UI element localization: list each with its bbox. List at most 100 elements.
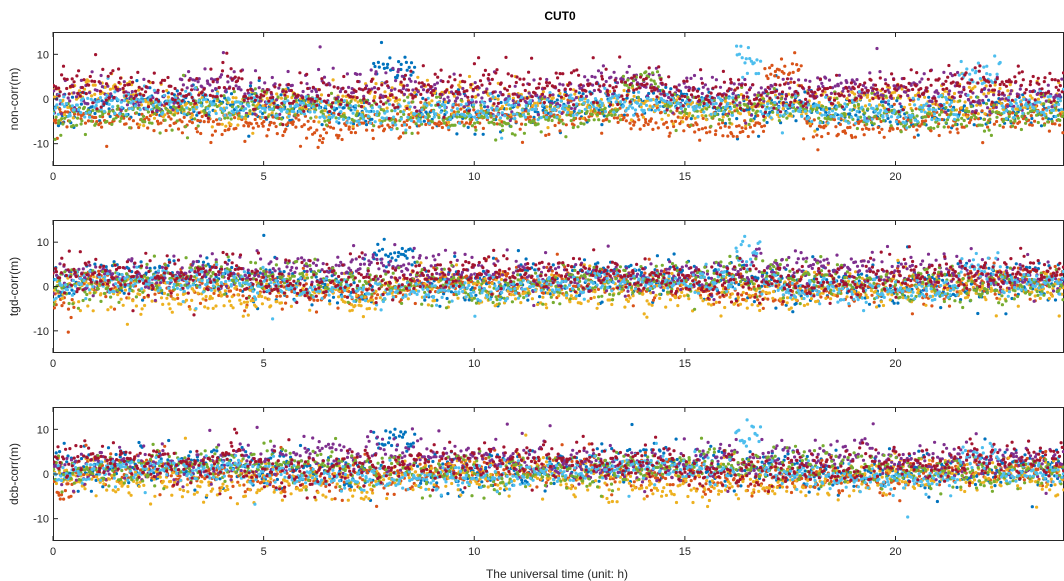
- data-point: [272, 121, 276, 125]
- data-point: [811, 107, 815, 112]
- data-point: [138, 108, 142, 112]
- data-point: [958, 99, 962, 103]
- data-point: [321, 81, 326, 85]
- data-point: [324, 100, 328, 104]
- data-point: [861, 83, 866, 88]
- data-point: [286, 69, 290, 74]
- data-point: [405, 68, 409, 72]
- data-point: [658, 100, 662, 104]
- data-point: [705, 131, 709, 135]
- data-point: [912, 135, 917, 139]
- data-point: [947, 63, 951, 68]
- data-point: [626, 88, 631, 93]
- data-point: [875, 46, 879, 51]
- data-point: [812, 118, 816, 122]
- data-point: [196, 124, 200, 128]
- data-point: [994, 105, 998, 109]
- data-point: [184, 125, 188, 129]
- data-point: [190, 84, 194, 88]
- data-point: [70, 77, 74, 81]
- data-point: [898, 102, 902, 106]
- data-point: [404, 128, 408, 132]
- data-point: [655, 87, 659, 91]
- data-point: [832, 115, 836, 119]
- data-point: [122, 80, 126, 84]
- data-point: [768, 96, 772, 100]
- data-point: [817, 100, 821, 105]
- data-point: [328, 109, 332, 114]
- data-point: [689, 123, 693, 127]
- data-point: [766, 113, 770, 117]
- data-point: [764, 89, 769, 94]
- data-point: [609, 109, 613, 113]
- data-point: [481, 132, 485, 136]
- data-point: [610, 113, 614, 117]
- data-point: [726, 114, 730, 118]
- data-point: [338, 90, 342, 94]
- data-point: [592, 88, 597, 93]
- data-point: [510, 104, 514, 108]
- data-point: [508, 84, 512, 88]
- data-point: [1042, 102, 1046, 106]
- data-point: [890, 96, 894, 100]
- data-point: [472, 62, 476, 66]
- data-point: [357, 122, 362, 126]
- data-point: [1009, 119, 1013, 123]
- data-point: [454, 90, 458, 94]
- data-point: [528, 115, 533, 119]
- data-point: [1019, 127, 1024, 132]
- data-point: [391, 121, 395, 125]
- data-point: [263, 90, 267, 94]
- data-point: [826, 131, 830, 136]
- data-point: [385, 106, 389, 110]
- data-point: [337, 116, 341, 120]
- data-point: [601, 112, 605, 116]
- data-point: [583, 107, 587, 111]
- data-point: [386, 123, 390, 127]
- data-point: [967, 121, 972, 125]
- data-point: [914, 84, 918, 88]
- data-point: [517, 103, 521, 107]
- data-point: [197, 99, 201, 103]
- data-point: [543, 95, 547, 99]
- data-point: [229, 92, 234, 96]
- data-point: [257, 86, 261, 90]
- data-point: [801, 104, 805, 108]
- data-point: [457, 90, 461, 94]
- data-point: [808, 79, 812, 83]
- data-point: [946, 108, 950, 112]
- data-point: [221, 60, 225, 65]
- data-point: [899, 94, 903, 98]
- data-point: [794, 107, 798, 111]
- data-point: [495, 122, 499, 126]
- data-point: [974, 111, 978, 115]
- data-point: [253, 92, 257, 96]
- data-point: [394, 123, 398, 127]
- data-point: [883, 78, 888, 82]
- data-point: [592, 100, 596, 104]
- data-point: [895, 99, 899, 103]
- data-point: [369, 68, 373, 72]
- data-point: [490, 77, 494, 81]
- data-point: [862, 133, 866, 137]
- data-point: [175, 89, 179, 93]
- data-point: [499, 100, 503, 105]
- data-point: [720, 118, 725, 122]
- data-point: [814, 103, 818, 107]
- data-point: [915, 114, 919, 118]
- data-point: [253, 69, 258, 73]
- data-point: [562, 96, 566, 100]
- data-point: [430, 99, 434, 103]
- data-point: [551, 96, 555, 100]
- data-point: [111, 109, 115, 113]
- data-point: [748, 57, 752, 61]
- data-point: [163, 78, 167, 82]
- data-point: [649, 117, 653, 121]
- data-point: [965, 115, 969, 119]
- data-point: [698, 138, 702, 142]
- data-point: [611, 86, 615, 90]
- data-point: [135, 79, 139, 83]
- data-point: [924, 119, 928, 123]
- data-point: [546, 126, 550, 130]
- data-point: [435, 95, 439, 99]
